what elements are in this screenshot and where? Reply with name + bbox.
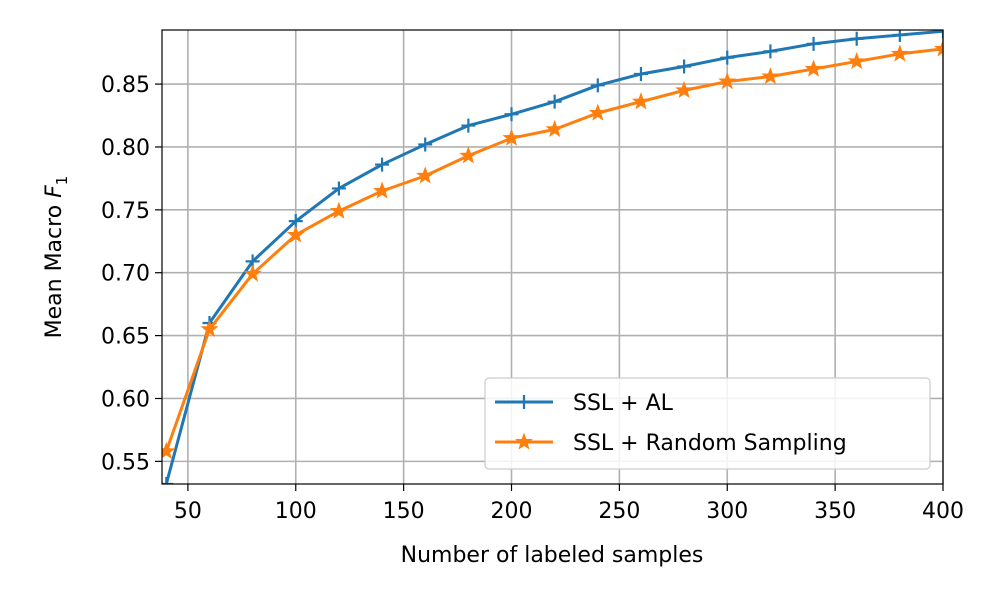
data-point [718, 72, 737, 90]
x-tick-label: 400 [922, 499, 964, 524]
data-point [416, 166, 435, 184]
y-tick-label: 0.60 [101, 387, 150, 412]
data-point [675, 80, 694, 99]
data-point [162, 441, 176, 459]
data-point [502, 128, 521, 146]
data-point [631, 92, 650, 110]
data-point [243, 264, 262, 282]
x-axis-label: Number of labeled samples [401, 543, 704, 568]
data-point [806, 36, 821, 51]
star-icon [514, 432, 534, 450]
data-point [545, 119, 564, 138]
data-point [200, 319, 219, 337]
x-tick-label: 350 [814, 499, 856, 524]
data-point [162, 477, 174, 484]
y-axis-ticks: 0.55 0.60 0.65 0.70 0.75 0.80 0.85 [101, 73, 162, 475]
y-tick-label: 0.80 [101, 136, 150, 161]
data-point [890, 44, 909, 62]
data-point [936, 30, 943, 39]
y-tick-label: 0.70 [101, 262, 150, 287]
data-point [331, 181, 346, 196]
data-point [547, 94, 562, 109]
legend-label-ssl-al: SSL + AL [573, 391, 674, 416]
x-tick-label: 250 [598, 499, 640, 524]
data-point [677, 59, 692, 74]
data-point [847, 51, 866, 70]
y-tick-label: 0.55 [101, 450, 150, 475]
data-point [329, 201, 348, 219]
data-point [418, 137, 433, 152]
series-ssl-al [162, 30, 943, 484]
data-point [590, 78, 605, 93]
legend-marker-ssl-al [517, 395, 531, 409]
legend-box [484, 377, 931, 470]
data-point [720, 50, 735, 65]
data-point [373, 181, 392, 199]
data-point [588, 103, 607, 121]
legend-label-ssl-random: SSL + Random Sampling [573, 431, 847, 456]
data-point [461, 118, 476, 133]
y-tick-label: 0.75 [101, 199, 150, 224]
data-point [504, 107, 519, 122]
plot-frame [161, 29, 944, 485]
y-axis-label: Mean Macro F1 [42, 176, 71, 339]
data-point [804, 59, 823, 77]
y-axis-label-sub: 1 [53, 176, 71, 186]
x-tick-label: 100 [275, 499, 317, 524]
data-point [761, 67, 780, 85]
x-tick-label: 200 [491, 499, 533, 524]
y-axis-label-main: Mean Macro [42, 198, 67, 339]
x-tick-label: 50 [174, 499, 202, 524]
series-layer [162, 30, 943, 484]
x-tick-label: 150 [383, 499, 425, 524]
legend-marker-ssl-random [514, 432, 534, 450]
y-axis-label-var: F [42, 185, 67, 198]
x-axis-ticks: 50 100 150 200 250 300 350 400 [174, 484, 964, 524]
y-tick-label: 0.85 [101, 73, 150, 98]
data-point [286, 225, 305, 243]
legend: SSL + AL SSL + Random Sampling [484, 377, 931, 470]
data-point [633, 67, 648, 82]
y-tick-label: 0.65 [101, 325, 150, 350]
data-point [459, 146, 478, 164]
series-ssl-random [162, 39, 943, 459]
data-point [933, 39, 943, 57]
data-point [375, 157, 390, 172]
data-point [763, 44, 778, 59]
data-point [849, 31, 864, 46]
x-tick-label: 300 [706, 499, 748, 524]
